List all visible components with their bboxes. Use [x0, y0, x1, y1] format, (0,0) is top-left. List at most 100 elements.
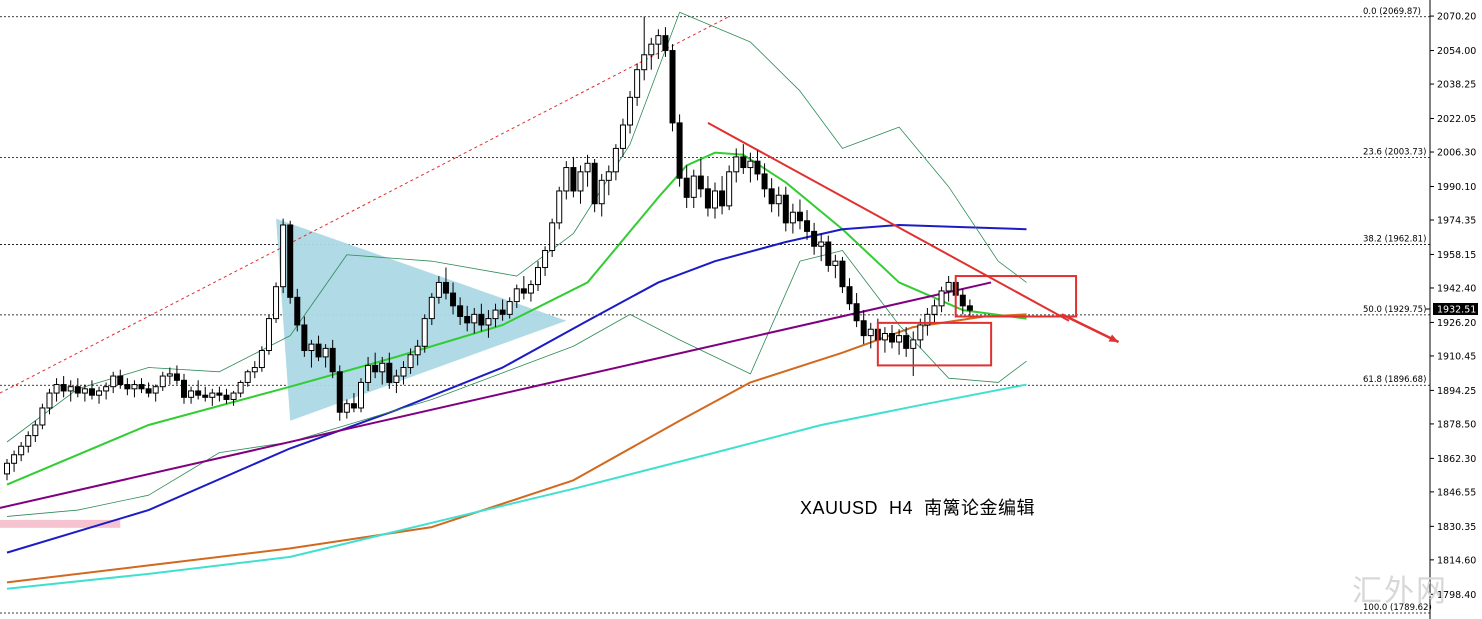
candle-body	[825, 241, 832, 266]
price-tick-label: 1894.25	[1437, 386, 1476, 397]
candle-body	[931, 305, 938, 315]
boxes-layer	[876, 275, 1078, 367]
indicator-ma-cyan	[6, 383, 1027, 590]
candle-body	[216, 392, 223, 396]
candle	[280, 218, 287, 294]
candle-body	[202, 394, 209, 398]
candle	[329, 339, 336, 379]
candle	[414, 339, 421, 366]
candle-body	[435, 281, 442, 298]
candle	[598, 173, 605, 217]
candle-body	[159, 375, 166, 388]
price-tick-label: 1942.40	[1437, 283, 1476, 294]
candle-body	[704, 188, 711, 209]
candle-body	[244, 371, 251, 383]
candle	[202, 386, 209, 402]
candle-body	[584, 162, 591, 173]
candle-body	[74, 386, 81, 394]
candle-body	[350, 403, 357, 409]
candle	[634, 63, 641, 106]
candle	[485, 310, 492, 338]
triangle-pattern	[276, 218, 567, 421]
candle	[811, 222, 818, 255]
watermark-text: 汇外网	[1352, 574, 1448, 609]
candle	[641, 16, 648, 81]
candle	[740, 144, 747, 174]
candle	[237, 380, 244, 398]
candle-body	[945, 281, 952, 292]
candle	[704, 176, 711, 217]
candle-body	[662, 35, 669, 52]
highlight-box	[954, 275, 1078, 318]
candle	[591, 159, 598, 213]
candle-body	[917, 324, 924, 341]
candle	[747, 152, 754, 183]
candle-body	[889, 332, 895, 343]
candle-body	[563, 167, 570, 192]
candle	[343, 399, 350, 419]
candle	[910, 331, 917, 377]
candle	[655, 29, 662, 60]
candle-body	[598, 179, 605, 205]
candle-body	[181, 379, 187, 398]
candle	[273, 282, 280, 323]
candle	[258, 346, 265, 372]
candle-body	[209, 392, 216, 398]
candle	[223, 388, 230, 404]
arrow-shaft	[1061, 313, 1120, 344]
candle-body	[322, 347, 329, 358]
fib-label: 61.8 (1896.68)	[1363, 375, 1426, 385]
candle	[499, 299, 506, 321]
candle	[768, 178, 775, 213]
candle	[789, 203, 796, 234]
candle-body	[605, 171, 612, 181]
candle	[350, 393, 357, 413]
candle	[478, 303, 485, 332]
highlight-box	[876, 321, 993, 367]
candle-body	[881, 332, 888, 341]
candle-body	[273, 286, 280, 320]
candle	[244, 369, 251, 387]
candle-body	[428, 296, 435, 320]
candle	[152, 384, 159, 402]
candle	[627, 90, 634, 134]
candle-body	[450, 292, 457, 307]
trendline-purple-support	[0, 281, 992, 509]
candle	[931, 299, 938, 323]
price-tick-label: 2070.20	[1437, 12, 1476, 23]
candle-body	[18, 445, 25, 456]
candle-body	[520, 288, 527, 294]
candle	[513, 284, 520, 308]
candle-body	[336, 371, 343, 413]
candle	[159, 371, 166, 391]
candle-body	[591, 162, 598, 205]
candle-body	[117, 375, 124, 386]
candle	[867, 322, 874, 349]
candle	[358, 378, 364, 413]
candle	[400, 361, 407, 385]
candle	[520, 276, 527, 300]
candle-body	[386, 362, 393, 383]
candle-body	[506, 301, 513, 315]
arrow-layer	[1061, 313, 1120, 344]
price-tick-label: 1798.40	[1437, 590, 1476, 601]
candle-body	[166, 373, 173, 377]
candle-body	[492, 309, 499, 320]
candle	[612, 144, 619, 181]
candle	[336, 365, 343, 421]
candle-body	[556, 190, 563, 224]
price-tick-label: 1926.20	[1437, 318, 1476, 329]
candle-body	[775, 194, 782, 205]
candle	[393, 369, 400, 394]
triangle-layer	[276, 218, 567, 421]
candle-body	[358, 381, 364, 409]
fib-levels: 0.0 (2069.87) 23.6 (2003.73) 38.2 (1962.81…	[0, 7, 1432, 614]
candle	[775, 186, 782, 217]
trendline-layer	[0, 16, 1070, 509]
candle-body	[421, 318, 428, 347]
candle-body	[683, 177, 690, 198]
candle-body	[457, 305, 464, 317]
candle-body	[924, 313, 931, 326]
current-price-box	[1433, 303, 1478, 316]
candle	[697, 159, 704, 198]
